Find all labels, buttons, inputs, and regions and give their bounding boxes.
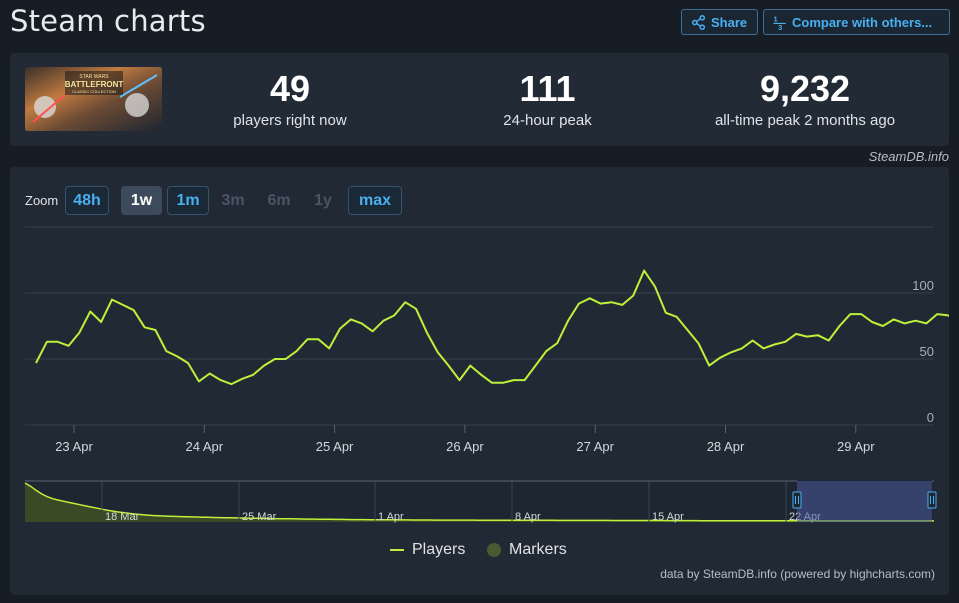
zoom-button-48h[interactable]: 48h bbox=[65, 186, 109, 215]
compare-button[interactable]: 1 3 Compare with others... bbox=[763, 9, 950, 35]
highcharts-credit[interactable]: data by SteamDB.info (powered by highcha… bbox=[660, 567, 935, 581]
share-icon bbox=[691, 14, 706, 30]
x-tick-label: 26 Apr bbox=[446, 439, 484, 454]
y-tick-label: 100 bbox=[912, 278, 934, 293]
navigator-right-handle[interactable] bbox=[927, 491, 937, 509]
x-tick-label: 23 Apr bbox=[55, 439, 93, 454]
players-chart[interactable]: 0 50 100 23 Apr 24 Apr 25 Apr 26 Apr 27 Apr 28 … bbox=[10, 167, 949, 595]
zoom-button-1w[interactable]: 1w bbox=[121, 186, 162, 215]
zoom-button-max[interactable]: max bbox=[348, 186, 402, 215]
x-tick-label: 25 Apr bbox=[316, 439, 354, 454]
navigator-left-handle[interactable] bbox=[792, 491, 802, 509]
legend-players-swatch bbox=[390, 549, 404, 551]
peak24-label: 24-hour peak bbox=[503, 112, 592, 129]
alltime-label: all-time peak 2 months ago bbox=[714, 112, 896, 129]
series-players-line[interactable] bbox=[35, 265, 949, 386]
navigator-tick-label: 8 Apr bbox=[515, 511, 541, 523]
x-tick-label: 27 Apr bbox=[576, 439, 614, 454]
stats-panel: STAR WARS BATTLEFRONT CLASSIC COLLECTION… bbox=[10, 53, 949, 146]
game-cover-image: STAR WARS BATTLEFRONT CLASSIC COLLECTION bbox=[25, 67, 162, 131]
navigator-area bbox=[25, 483, 934, 522]
steamdb-credit[interactable]: SteamDB.info bbox=[868, 149, 949, 164]
current-players-value: 49 bbox=[269, 68, 311, 109]
x-tick-label: 24 Apr bbox=[186, 439, 224, 454]
zoom-label: Zoom bbox=[25, 193, 59, 208]
stat-alltime-peak: 9,232 all-time peak 2 months ago bbox=[700, 68, 910, 130]
navigator-tick-label: 1 Apr bbox=[378, 511, 404, 523]
current-players-label: players right now bbox=[233, 112, 347, 129]
svg-text:1: 1 bbox=[773, 15, 777, 24]
y-tick-label: 50 bbox=[920, 344, 934, 359]
zoom-button-6m: 6m bbox=[267, 191, 291, 209]
legend-players[interactable]: Players bbox=[390, 541, 465, 559]
navigator-background bbox=[25, 481, 934, 522]
svg-text:STAR WARS: STAR WARS bbox=[79, 74, 109, 80]
share-button[interactable]: Share bbox=[681, 9, 758, 35]
compare-icon: 1 3 bbox=[773, 15, 786, 30]
navigator-line bbox=[24, 482, 934, 522]
y-tick-label: 0 bbox=[927, 410, 934, 425]
navigator-tick-label: 18 Mar bbox=[105, 511, 140, 523]
navigator-selected-range[interactable] bbox=[797, 481, 932, 522]
compare-label: Compare with others... bbox=[792, 14, 933, 30]
x-tick-label: 28 Apr bbox=[707, 439, 745, 454]
legend-markers-label: Markers bbox=[509, 541, 567, 558]
legend-markers-swatch bbox=[487, 543, 501, 557]
share-label: Share bbox=[711, 14, 748, 30]
svg-text:3: 3 bbox=[778, 23, 782, 30]
page-title: Steam charts bbox=[10, 4, 206, 38]
chart-panel: Zoom 48h 1w 1m 3m 6m 1y max 0 50 100 23 Apr 24 Ap… bbox=[10, 167, 949, 595]
stat-24h-peak: 111 24-hour peak bbox=[465, 68, 630, 130]
zoom-button-1y: 1y bbox=[314, 191, 332, 209]
legend-players-label: Players bbox=[412, 541, 466, 558]
peak24-value: 111 bbox=[519, 68, 576, 109]
stat-current-players: 49 players right now bbox=[205, 68, 375, 130]
svg-text:BATTLEFRONT: BATTLEFRONT bbox=[65, 80, 124, 89]
svg-text:CLASSIC COLLECTION: CLASSIC COLLECTION bbox=[72, 89, 116, 94]
navigator-tick-label: 15 Apr bbox=[652, 511, 684, 523]
x-tick-label: 29 Apr bbox=[837, 439, 875, 454]
alltime-value: 9,232 bbox=[759, 68, 851, 109]
navigator-tick-label: 25 Mar bbox=[242, 511, 277, 523]
zoom-button-1m[interactable]: 1m bbox=[167, 186, 209, 215]
legend-markers[interactable]: Markers bbox=[487, 541, 567, 559]
zoom-button-3m: 3m bbox=[221, 191, 245, 209]
